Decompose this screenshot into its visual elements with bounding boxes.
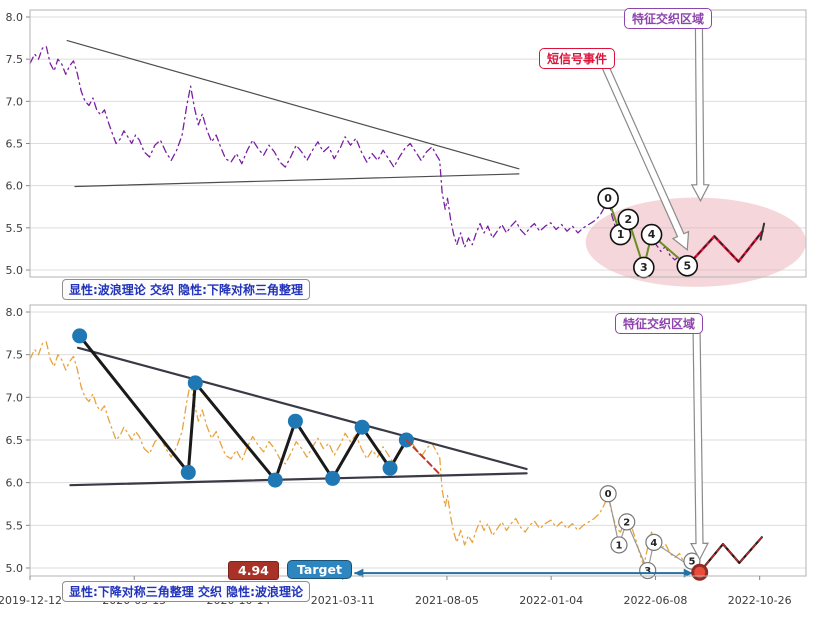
y-tick-label: 8.0 [6,306,24,319]
wave-label-circle [617,208,640,231]
wave-label-number: 1 [617,228,625,241]
pivot-marker-dot [267,472,283,488]
y-tick-label: 8.0 [6,11,24,24]
price-line-purple [29,45,688,269]
x-tick-label: 2022-01-04 [519,594,583,607]
wave-label-number: 5 [683,259,691,272]
y-tick-label: 5.5 [6,519,24,532]
x-tick-label: 2021-03-11 [311,594,375,607]
y-tick-label: 7.5 [6,53,24,66]
target-price-value: 4.94 [228,561,279,580]
legend-top-chart: 显性:波浪理论 交织 隐性:下降对称三角整理 [62,279,310,300]
wave-label-circle [676,254,699,277]
x-tick-label: 2021-08-05 [415,594,479,607]
y-tick-label: 5.5 [6,222,24,235]
y-tick-label: 6.5 [6,434,24,447]
wave-label-number: 2 [623,517,630,528]
target-arrowhead-right [683,568,693,578]
x-tick-label: 2019-12-12 [0,594,62,607]
y-tick-label: 5.0 [6,264,24,277]
triangle-upper-line [76,346,528,471]
wave-label-number: 1 [615,540,622,551]
plot-border [29,9,807,278]
annotation-arrow [601,63,690,251]
wave-label-number: 0 [605,489,612,500]
breakout-dashed [405,439,443,477]
y-tick-label: 5.0 [6,562,24,575]
wave-label-circle [640,223,663,246]
wave-label-number: 4 [648,228,656,241]
forecast-zigzag-dash [699,536,763,573]
pivot-marker-dot [325,470,341,486]
wave-label-number: 3 [644,566,651,577]
triangle-lower-line [74,173,520,188]
wave-label-circle [639,561,657,580]
x-tick-label: 2022-06-08 [623,594,687,607]
y-tick-label: 7.0 [6,95,24,108]
annotation-arrow [690,24,710,203]
pivot-marker-dot [187,375,203,391]
wave-label-circle [645,533,663,551]
price-line-orange [29,341,688,567]
pivot-marker-dot [72,328,88,344]
wave-label-circle [599,485,617,503]
wave-label-circle [618,513,636,531]
wave-label-circle [597,187,619,210]
y-tick-label: 6.0 [6,477,24,490]
pivot-marker-dot [382,460,398,476]
pivot-marker-dot [287,413,303,429]
plot-border [29,304,807,577]
pivot-marker-dot [180,464,196,480]
terminal-tick [759,222,766,241]
wave-label-number: 4 [650,538,657,549]
triangle-upper-line [66,39,520,170]
y-tick-label: 7.0 [6,391,24,404]
annotation-feature-region-bottom: 特征交织区域 [615,313,704,334]
forecast-zigzag-dash [686,230,764,267]
pivot-marker-dot [354,419,370,435]
wave-label-circle [610,536,628,554]
annotation-feature-region-top: 特征交织区域 [624,8,713,29]
target-arrowhead-left [354,568,364,578]
annotation-arrow [689,331,709,561]
legend-bottom-chart: 显性:下降对称三角整理 交织 隐性:波浪理论 [62,581,310,602]
x-tick-label: 2022-10-26 [728,594,792,607]
wave-path [607,493,701,573]
target-label: Target [287,560,352,579]
y-tick-label: 7.5 [6,349,24,362]
wave-label-number: 0 [604,192,612,205]
wave-label-number: 2 [624,213,632,226]
triangle-lower-line [69,472,528,487]
wave-label-number: 5 [688,557,695,568]
wave-label-number: 3 [640,261,648,274]
annotation-short-signal: 短信号事件 [539,48,616,69]
y-tick-label: 6.5 [6,138,24,151]
target-dot [691,563,709,581]
y-tick-label: 6.0 [6,180,24,193]
